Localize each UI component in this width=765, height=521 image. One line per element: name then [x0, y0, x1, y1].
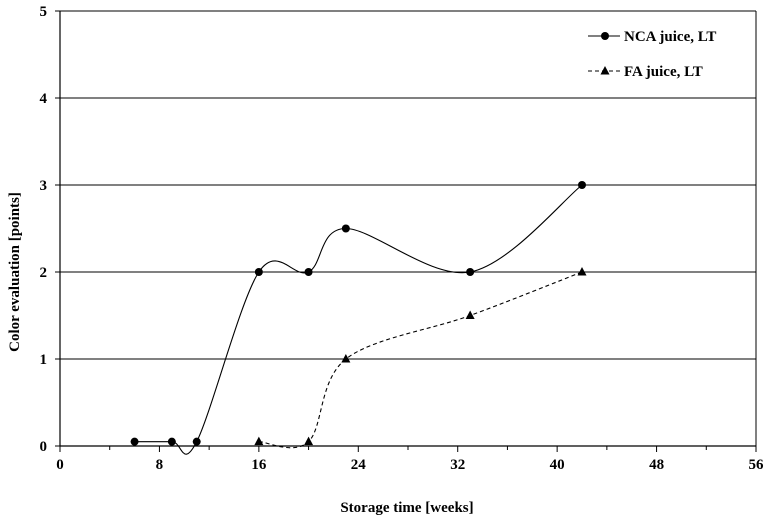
data-point	[465, 310, 475, 319]
y-tick-label: 3	[40, 178, 48, 194]
series-2	[254, 267, 587, 449]
series-1	[130, 181, 586, 455]
legend-marker	[601, 32, 609, 40]
series-line-1	[134, 184, 583, 455]
grid-lines	[60, 10, 756, 360]
data-point	[254, 436, 264, 446]
data-point	[577, 267, 587, 276]
y-axis-title: Color evaluation [points]	[7, 192, 23, 352]
data-point	[341, 224, 350, 233]
x-tick-label: 24	[351, 457, 367, 473]
y-tick-label: 4	[40, 91, 48, 107]
data-point	[130, 437, 139, 446]
x-tick-label: 32	[450, 457, 465, 473]
x-tick-label: 40	[550, 457, 565, 473]
y-tick-label: 0	[40, 439, 48, 455]
legend: NCA juice, LT FA juice, LT	[588, 29, 716, 80]
y-tick-label: 2	[40, 265, 48, 281]
data-point	[304, 436, 314, 446]
axes: 0 1 2 3 4 5 0 8 16 24 32 40 48 56	[40, 4, 765, 473]
legend-label: NCA juice, LT	[624, 29, 716, 45]
x-tick-label: 48	[649, 457, 664, 473]
legend-marker	[600, 66, 610, 75]
series-line-2	[258, 271, 583, 449]
data-point	[304, 268, 313, 276]
data-point	[466, 268, 475, 276]
x-tick-label: 0	[56, 457, 64, 473]
data-series	[130, 181, 587, 455]
y-tick-label: 1	[40, 352, 48, 368]
x-tick-label: 8	[156, 457, 164, 473]
data-point	[167, 437, 176, 446]
x-axis-title: Storage time [weeks]	[340, 500, 473, 516]
legend-label: FA juice, LT	[624, 64, 703, 80]
x-tick-label: 56	[749, 457, 765, 473]
data-point	[341, 354, 351, 363]
legend-item-1: NCA juice, LT	[588, 29, 716, 45]
data-point	[192, 437, 201, 446]
legend-item-2: FA juice, LT	[588, 64, 703, 80]
data-point	[254, 268, 263, 276]
y-tick-label: 5	[40, 4, 48, 20]
data-point	[578, 181, 586, 189]
x-tick-label: 16	[251, 457, 267, 473]
